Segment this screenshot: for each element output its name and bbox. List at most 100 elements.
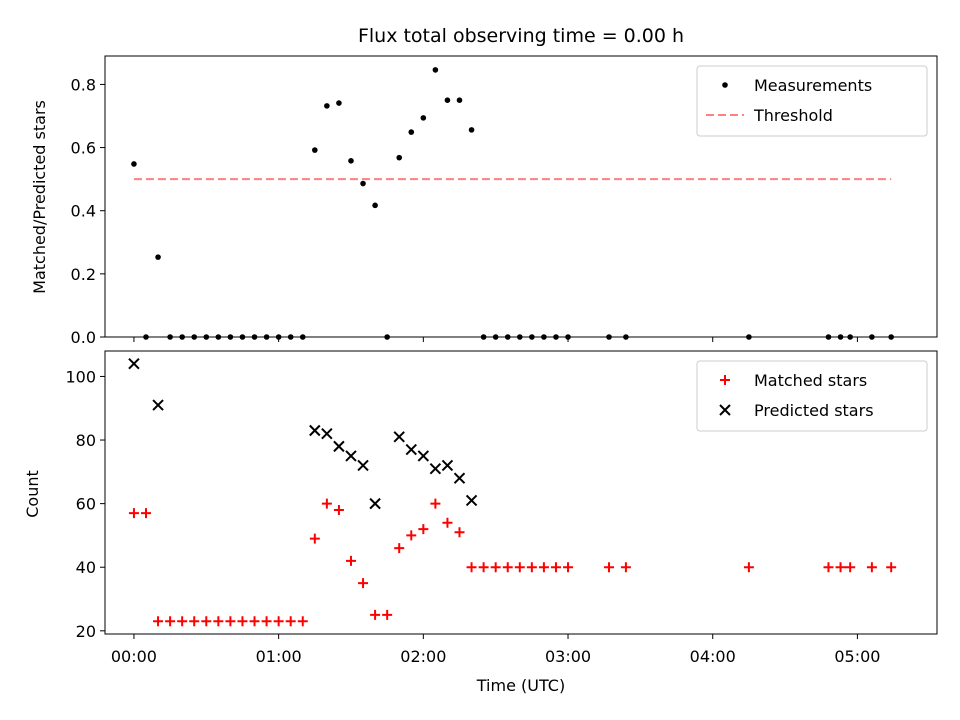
matched-star-point	[442, 517, 453, 528]
matched-star-point	[309, 533, 320, 544]
legend-predicted-swatch	[719, 404, 731, 416]
measurement-point	[565, 334, 571, 340]
predicted-star-point	[405, 443, 417, 456]
measurement-point	[468, 127, 475, 133]
matched-star-point	[201, 616, 212, 627]
predicted-star-point	[429, 462, 442, 475]
measurement-point	[227, 334, 234, 340]
predicted-star-point	[465, 494, 478, 507]
matched-star-point	[886, 562, 897, 573]
x-tick-label: 05:00	[834, 647, 880, 666]
matched-star-point	[866, 562, 877, 573]
matched-star-point	[345, 555, 356, 566]
legend-label: Measurements	[754, 76, 872, 95]
legend-matched-swatch	[720, 375, 730, 385]
measurement-point	[553, 334, 559, 340]
measurement-point	[384, 334, 390, 340]
matched-star-point	[835, 562, 846, 573]
matched-star-point	[430, 498, 441, 509]
top-y-axis-label: Matched/Predicted stars	[30, 100, 49, 294]
measurement-point	[888, 334, 894, 340]
x-axis-label: Time (UTC)	[476, 676, 565, 695]
matched-star-point	[370, 609, 381, 620]
measurement-point	[504, 334, 511, 340]
measurement-point	[516, 334, 523, 340]
matched-star-point	[620, 562, 631, 573]
matched-star-point	[177, 616, 188, 627]
measurement-point	[837, 334, 844, 340]
matched-star-point	[454, 527, 465, 538]
predicted-star-point	[369, 497, 381, 510]
matched-star-point	[297, 616, 308, 627]
y-tick-label: 0.8	[71, 75, 96, 94]
predicted-star-point	[393, 431, 405, 443]
legend-measurement-swatch	[722, 82, 728, 88]
bottom-y-axis-label: Count	[23, 470, 42, 518]
measurement-point	[287, 334, 294, 340]
x-tick-label: 01:00	[256, 647, 302, 666]
measurement-point	[299, 334, 306, 340]
measurement-point	[155, 254, 161, 260]
predicted-star-point	[345, 450, 357, 462]
legend-box	[696, 360, 928, 432]
matched-star-point	[478, 562, 489, 573]
measurement-point	[529, 334, 535, 340]
matched-star-point	[514, 562, 525, 573]
legend-label: Matched stars	[754, 371, 867, 390]
measurement-point	[396, 154, 403, 161]
predicted-star-point	[453, 472, 466, 484]
measurement-point	[869, 334, 875, 340]
measurement-point	[372, 202, 378, 209]
matched-star-point	[153, 616, 164, 627]
matched-star-point	[406, 530, 417, 541]
matched-star-point	[333, 504, 344, 515]
x-tick-label: 00:00	[111, 647, 157, 666]
matched-star-point	[743, 562, 754, 573]
y-tick-label: 20	[76, 622, 96, 641]
measurement-point	[746, 334, 752, 340]
matched-star-point	[382, 609, 393, 620]
measurement-point	[336, 100, 342, 106]
measurement-point	[239, 334, 246, 340]
measurement-point	[456, 97, 463, 104]
legend-box	[696, 65, 928, 137]
measurement-point	[143, 334, 149, 340]
matched-star-point	[604, 562, 615, 573]
predicted-star-point	[321, 427, 333, 440]
measurement-point	[492, 334, 499, 340]
matched-star-point	[261, 616, 272, 627]
predicted-star-point	[333, 440, 345, 453]
measurement-point	[541, 334, 547, 340]
measurement-point	[251, 334, 258, 340]
legend-label: Threshold	[753, 106, 833, 125]
y-tick-label: 60	[76, 495, 96, 514]
measurement-point	[215, 334, 222, 340]
measurement-point	[203, 334, 210, 340]
measurement-point	[825, 334, 832, 340]
y-tick-label: 0.4	[71, 202, 96, 221]
matched-star-point	[321, 498, 332, 509]
y-tick-label: 80	[76, 431, 96, 450]
matched-star-point	[845, 562, 856, 573]
matched-star-point	[502, 562, 513, 573]
y-tick-label: 0.6	[71, 139, 96, 158]
matched-star-point	[128, 508, 139, 519]
matched-star-point	[563, 562, 574, 573]
predicted-star-point	[417, 450, 430, 462]
matched-star-point	[273, 616, 284, 627]
predicted-star-point	[152, 399, 164, 411]
y-tick-label: 0.0	[71, 328, 96, 347]
matched-star-point	[490, 562, 501, 573]
measurement-point	[623, 334, 629, 340]
bottom-panel: 20 40 60 80 100 00:00 01:00 02:00 03:00 04:00 05:0…	[65, 350, 938, 666]
measurement-point	[275, 334, 282, 340]
legend-label: Predicted stars	[754, 401, 874, 420]
measurement-point	[360, 180, 366, 187]
top-panel: 0.0 0.2 0.4 0.6 0.8 Measurements Threshold	[71, 55, 938, 347]
measurement-point	[606, 334, 612, 340]
matched-star-point	[394, 543, 405, 554]
matched-star-point	[358, 578, 369, 589]
matched-star-point	[165, 616, 176, 627]
measurement-point	[263, 334, 270, 340]
